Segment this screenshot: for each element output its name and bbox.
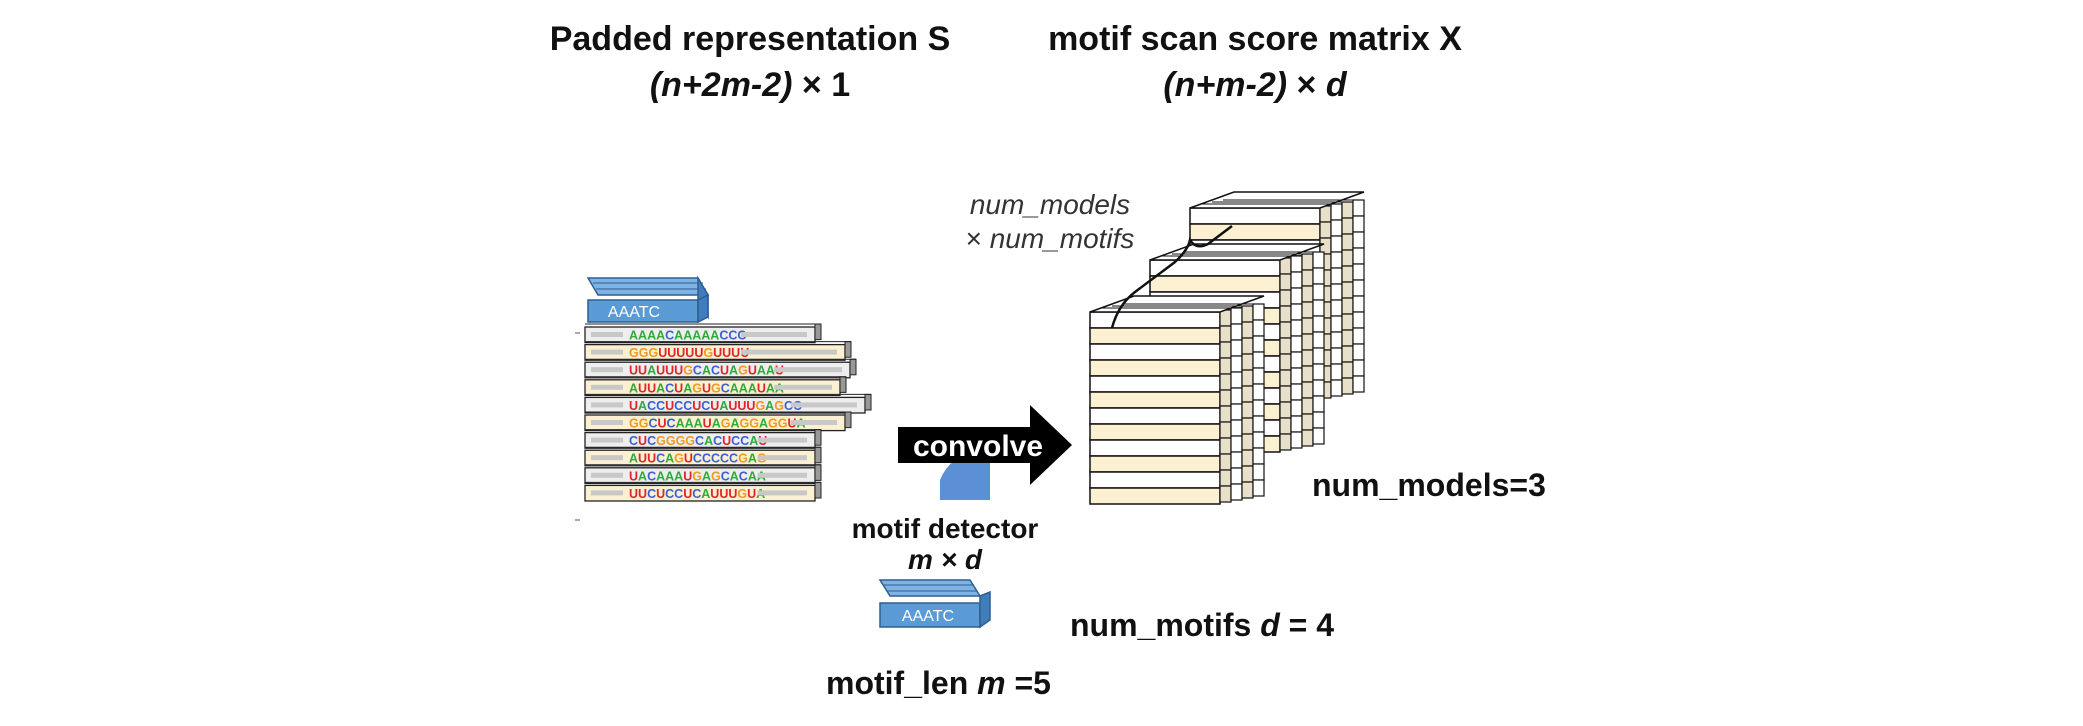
motif-len-label: motif_len m =5 bbox=[826, 662, 1051, 704]
num-models-label: num_models=3 bbox=[1312, 467, 1546, 503]
sequence-row: AAAACAAAAACCC bbox=[584, 323, 822, 344]
num-motifs-prefix: num_motifs bbox=[1070, 607, 1261, 643]
sequence-text: UACCUCCUCUAUUUGAGCC bbox=[629, 399, 802, 413]
stack-label-line1: num_models bbox=[970, 189, 1130, 220]
left-header-dims: (n+2m-2) × 1 bbox=[530, 64, 970, 106]
model-layer bbox=[1089, 295, 1265, 505]
detector-label-line1: motif detector bbox=[851, 513, 1039, 544]
num-motifs-var: d bbox=[1260, 607, 1280, 643]
sequence-text: GGCUCAAAUAGAGGAGGUA bbox=[629, 417, 806, 431]
sequence-text: UUAUUUGCACUAGUAAU bbox=[629, 364, 784, 378]
sequence-row: GGCUCAAAUAGAGGAGGUA bbox=[584, 411, 852, 432]
motif-len-prefix: motif_len bbox=[826, 665, 978, 701]
sequence-text: AAAACAAAAACCC bbox=[629, 329, 746, 343]
right-dim-d: d bbox=[1325, 66, 1347, 104]
sequence-row: AUUACUAGUGCAAAUAA bbox=[584, 376, 847, 397]
motif-len-var: m bbox=[977, 665, 1006, 701]
left-header-title: Padded representation S bbox=[549, 20, 951, 58]
right-dim-paren: (n+m-2) bbox=[1163, 66, 1288, 104]
sequence-row: UUAUUUGCACUAGUAAU bbox=[584, 358, 857, 379]
convolve-arrow: convolve bbox=[898, 405, 1072, 500]
convolve-label: convolve bbox=[913, 430, 1043, 463]
motif-box-detector: AAATC bbox=[878, 579, 991, 629]
sequence-text: AUUACUAGUGCAAAUAA bbox=[629, 381, 784, 395]
left-dim-rest: × 1 bbox=[792, 66, 851, 104]
motif-box-label: AAATC bbox=[608, 304, 660, 321]
sequence-row: AUUCAGUCCCCCGAG bbox=[584, 446, 822, 467]
score-matrix-stack bbox=[1089, 191, 1365, 505]
right-header-dims: (n+m-2) × d bbox=[1020, 64, 1490, 106]
sequence-row: CUCGGGGCACUCCAU bbox=[584, 429, 822, 449]
num-motifs-suffix: = 4 bbox=[1279, 607, 1335, 643]
motif-box-top: AAATC bbox=[586, 275, 710, 324]
sequence-text: UACAAAUGAGCACAA bbox=[629, 469, 766, 483]
sequence-text: CUCGGGGCACUCCAU bbox=[629, 434, 767, 448]
sequence-text: AUUCAGUCCCCCGAG bbox=[629, 452, 767, 466]
stack-brace bbox=[1110, 225, 1233, 329]
sequence-row: UACCUCCUCUAUUUGAGCC bbox=[584, 393, 872, 414]
stack-label-line2: × num_motifs bbox=[966, 223, 1135, 254]
sequence-row: UACAAAUGAGCACAA bbox=[584, 464, 822, 485]
right-dim-times: × bbox=[1287, 66, 1326, 104]
detector-label-line2: m × d bbox=[908, 544, 982, 575]
left-dim-paren: (n+2m-2) bbox=[649, 66, 793, 104]
detector-box-label: AAATC bbox=[902, 608, 954, 625]
num-motifs-label: num_motifs d = 4 bbox=[1070, 604, 1334, 646]
right-header-title: motif scan score matrix X bbox=[1048, 20, 1462, 58]
motif-len-suffix: =5 bbox=[1005, 665, 1051, 701]
